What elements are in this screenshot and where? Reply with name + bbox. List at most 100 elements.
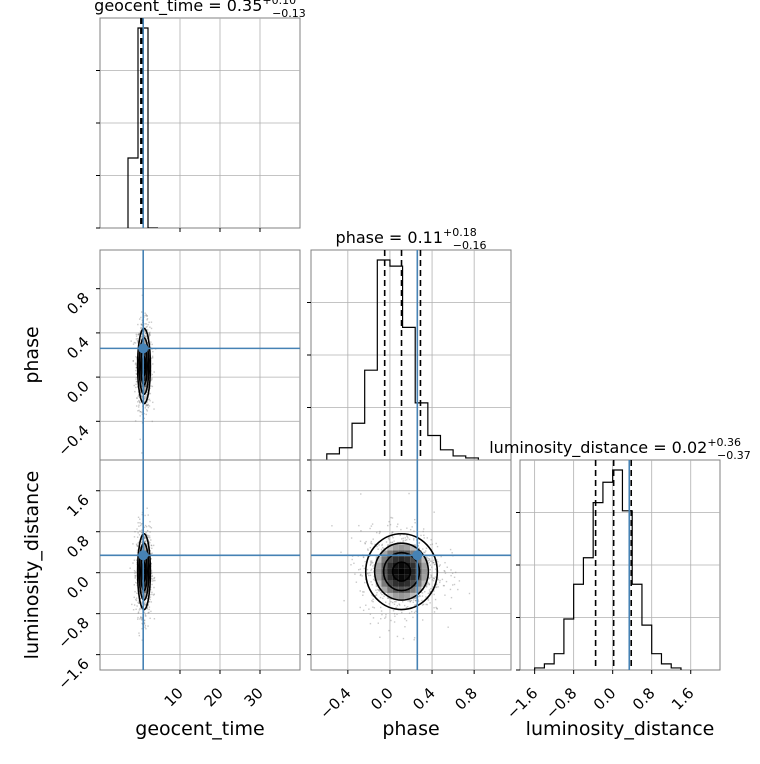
scatter-point	[134, 571, 137, 573]
scatter-point	[388, 629, 390, 632]
scatter-point	[140, 394, 142, 396]
scatter-point	[340, 551, 342, 553]
scatter-point	[435, 583, 438, 586]
scatter-point	[141, 627, 143, 630]
density-cell	[141, 381, 143, 388]
scatter-point	[435, 583, 438, 585]
scatter-point	[385, 616, 387, 618]
scatter-point	[151, 575, 154, 577]
density-cell	[144, 580, 146, 587]
scatter-point	[468, 592, 471, 595]
scatter-point	[432, 561, 434, 564]
scatter-point	[150, 610, 152, 613]
scatter-point	[143, 329, 146, 331]
scatter-point	[143, 602, 145, 604]
scatter-point	[151, 547, 153, 550]
scatter-point	[404, 604, 406, 607]
scatter-point	[136, 592, 138, 594]
scatter-point	[132, 360, 135, 362]
scatter-point	[424, 590, 426, 593]
scatter-point	[427, 559, 429, 562]
scatter-point	[150, 570, 153, 572]
scatter-panel-phase-luminosity_distance	[307, 459, 512, 674]
scatter-point	[134, 590, 136, 593]
scatter-point	[369, 560, 372, 562]
scatter-point	[430, 587, 432, 590]
scatter-point	[421, 604, 424, 606]
title-plus-geocent_time: +0.10	[262, 0, 296, 7]
scatter-point	[454, 571, 457, 574]
scatter-point	[139, 410, 141, 413]
scatter-point	[137, 616, 139, 619]
scatter-point	[420, 534, 422, 537]
scatter-point	[144, 624, 147, 627]
density-cell	[398, 592, 405, 599]
scatter-point	[134, 530, 136, 533]
scatter-point	[140, 311, 143, 313]
density-cell	[404, 568, 411, 575]
y-tick-label-phase-0: −0.4	[54, 421, 92, 459]
scatter-point	[442, 584, 445, 587]
scatter-point	[436, 559, 438, 561]
scatter-point	[150, 572, 153, 575]
scatter-point	[417, 600, 420, 603]
scatter-point	[147, 604, 149, 606]
scatter-point	[367, 573, 369, 575]
scatter-point	[433, 577, 435, 580]
density-cell	[392, 562, 399, 569]
scatter-point	[139, 402, 141, 404]
x-tick-label-luminosity_distance-4: 1.6	[668, 684, 698, 714]
scatter-point	[136, 545, 139, 548]
scatter-point	[143, 334, 146, 336]
scatter-point	[145, 335, 148, 337]
scatter-point	[364, 543, 366, 545]
scatter-point	[141, 324, 143, 326]
scatter-point	[138, 634, 141, 637]
density-cell	[421, 580, 428, 587]
scatter-point	[151, 377, 153, 379]
scatter-point	[381, 544, 383, 547]
scatter-point	[359, 606, 361, 609]
scatter-point	[152, 594, 155, 596]
scatter-point	[425, 603, 427, 606]
density-cell	[410, 580, 416, 587]
scatter-point	[364, 560, 366, 563]
scatter-point	[388, 539, 390, 541]
y-tick-label-phase-1: 0.0	[63, 377, 93, 407]
scatter-point	[144, 537, 146, 539]
scatter-point	[378, 589, 380, 591]
scatter-point	[407, 606, 409, 608]
scatter-point	[143, 623, 146, 625]
x-tick-label-geocent_time-1: 20	[201, 684, 227, 710]
scatter-point	[353, 562, 355, 565]
scatter-point	[385, 541, 388, 543]
scatter-point	[134, 574, 136, 577]
scatter-point	[151, 357, 154, 359]
scatter-point	[134, 390, 136, 393]
scatter-point	[148, 334, 151, 337]
scatter-point	[140, 524, 142, 527]
density-cell	[404, 580, 411, 587]
contour-2-1	[382, 551, 421, 592]
scatter-point	[153, 371, 155, 373]
scatter-point	[143, 412, 145, 415]
histogram-geocent_time	[127, 27, 158, 228]
scatter-point	[146, 337, 148, 340]
y-tick-label-luminosity_distance-4: 1.6	[63, 491, 93, 521]
scatter-point	[407, 537, 409, 539]
scatter-point	[153, 618, 156, 620]
scatter-point	[135, 335, 138, 337]
density-cell	[392, 574, 399, 581]
scatter-point	[444, 561, 446, 564]
scatter-point	[137, 333, 139, 336]
density-cell	[410, 544, 416, 551]
scatter-point	[374, 594, 377, 597]
density-cell	[392, 580, 399, 587]
scatter-point	[135, 366, 138, 369]
scatter-point	[138, 333, 140, 335]
scatter-point	[381, 613, 383, 616]
scatter-point	[358, 524, 360, 527]
scatter-point	[362, 565, 364, 567]
scatter-point	[140, 608, 142, 610]
scatter-point	[150, 553, 152, 555]
